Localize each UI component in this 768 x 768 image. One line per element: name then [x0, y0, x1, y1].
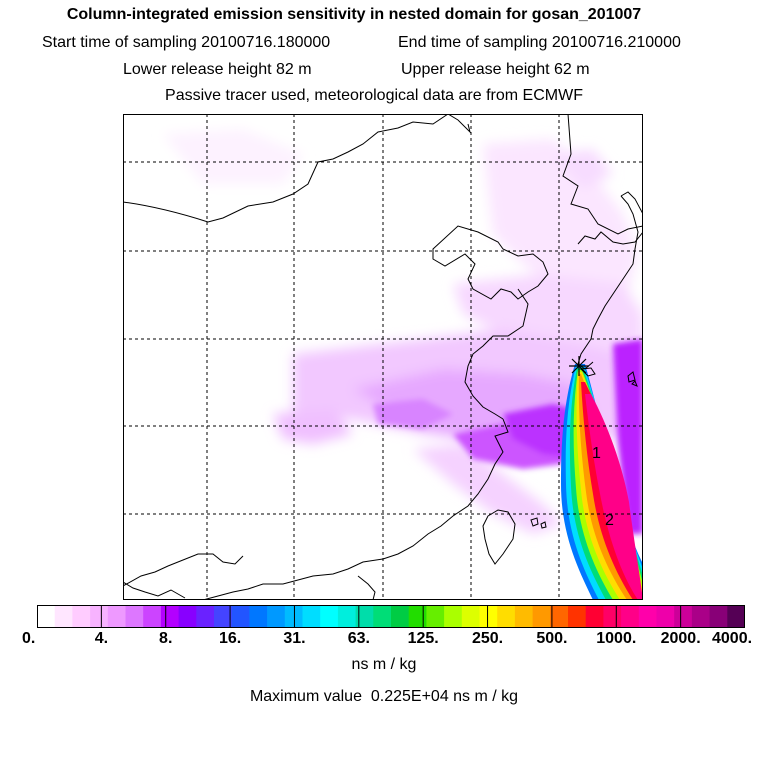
colorbar-unit: ns m / kg — [351, 656, 417, 673]
plot-title: Column-integrated emission sensitivity i… — [66, 6, 642, 23]
colorbar-swatch — [674, 605, 693, 628]
tracer-note: Passive tracer used, meteorological data… — [165, 87, 583, 104]
low-sensitivity-field — [163, 129, 643, 534]
colorbar-swatch — [214, 605, 233, 628]
colorbar-swatch — [532, 605, 551, 628]
colorbar-swatch — [603, 605, 622, 628]
colorbar-swatch — [143, 605, 162, 628]
colorbar-frame — [37, 605, 745, 628]
colorbar-swatch — [638, 605, 657, 628]
colorbar-swatch — [90, 605, 109, 628]
colorbar-swatch — [125, 605, 144, 628]
colorbar-swatch — [284, 605, 303, 628]
colorbar-tick-label: 4000. — [712, 630, 753, 647]
colorbar-swatch — [160, 605, 180, 628]
colorbar-tick-label: 8. — [159, 630, 173, 647]
colorbar-swatch — [37, 605, 56, 628]
colorbar-tick-label: 500. — [536, 630, 568, 647]
colorbar-swatch — [249, 605, 268, 628]
colorbar-swatch — [514, 605, 534, 628]
colorbar-swatch — [426, 605, 445, 628]
colorbar-swatch — [391, 605, 410, 628]
colorbar-swatch — [709, 605, 728, 628]
colorbar-swatch — [656, 605, 675, 628]
colorbar-swatch — [178, 605, 197, 628]
end-time-label: End time of sampling 20100716.210000 — [398, 34, 681, 51]
colorbar-swatch — [196, 605, 215, 628]
colorbar-swatch — [373, 605, 392, 628]
colorbar-tick-label: 1000. — [596, 630, 637, 647]
star-icon — [569, 356, 589, 376]
colorbar-tick-label: 4. — [94, 630, 109, 647]
colorbar-swatch — [320, 605, 339, 628]
colorbar-swatch — [550, 605, 569, 628]
colorbar-swatch — [585, 605, 604, 628]
start-time-label: Start time of sampling 20100716.180000 — [42, 34, 331, 51]
map-frame — [123, 114, 643, 600]
colorbar-tick-label: 2000. — [660, 630, 701, 647]
colorbar-swatch — [497, 605, 516, 628]
colorbar-swatch — [691, 605, 711, 628]
colorbar-swatch — [727, 605, 745, 628]
colorbar-swatch — [461, 605, 480, 628]
coastlines — [123, 114, 643, 600]
position-marker-2: 2 — [605, 512, 614, 529]
colorbar-swatch — [444, 605, 463, 628]
colorbar-tick-label: 125. — [407, 630, 439, 647]
maximum-value-label: Maximum value 0.225E+04 ns m / kg — [249, 688, 519, 705]
sensitivity-map: 1 2 — [123, 114, 643, 600]
colorbar — [37, 605, 745, 628]
colorbar-swatch — [107, 605, 126, 628]
colorbar-tick-label: 63. — [347, 630, 370, 647]
lat-lon-grid — [123, 114, 643, 600]
colorbar-swatch — [568, 605, 587, 628]
colorbar-tick-label: 16. — [218, 630, 242, 647]
colorbar-swatch — [337, 605, 357, 628]
colorbar-tick-label: 0. — [22, 630, 36, 647]
colorbar-tick-label: 31. — [283, 630, 306, 647]
colorbar-tick-label: 250. — [471, 630, 504, 647]
position-marker-1: 1 — [592, 445, 601, 462]
colorbar-swatch — [267, 605, 286, 628]
plume-core — [561, 364, 643, 600]
upper-height-label: Upper release height 62 m — [401, 61, 590, 78]
colorbar-swatch — [72, 605, 91, 628]
colorbar-swatch — [408, 605, 427, 628]
colorbar-swatch — [302, 605, 321, 628]
colorbar-swatch — [54, 605, 73, 628]
lower-height-label: Lower release height 82 m — [123, 61, 312, 78]
colorbar-swatch — [621, 605, 640, 628]
colorbar-swatch — [479, 605, 498, 628]
colorbar-swatch — [355, 605, 374, 628]
colorbar-swatch — [231, 605, 250, 628]
